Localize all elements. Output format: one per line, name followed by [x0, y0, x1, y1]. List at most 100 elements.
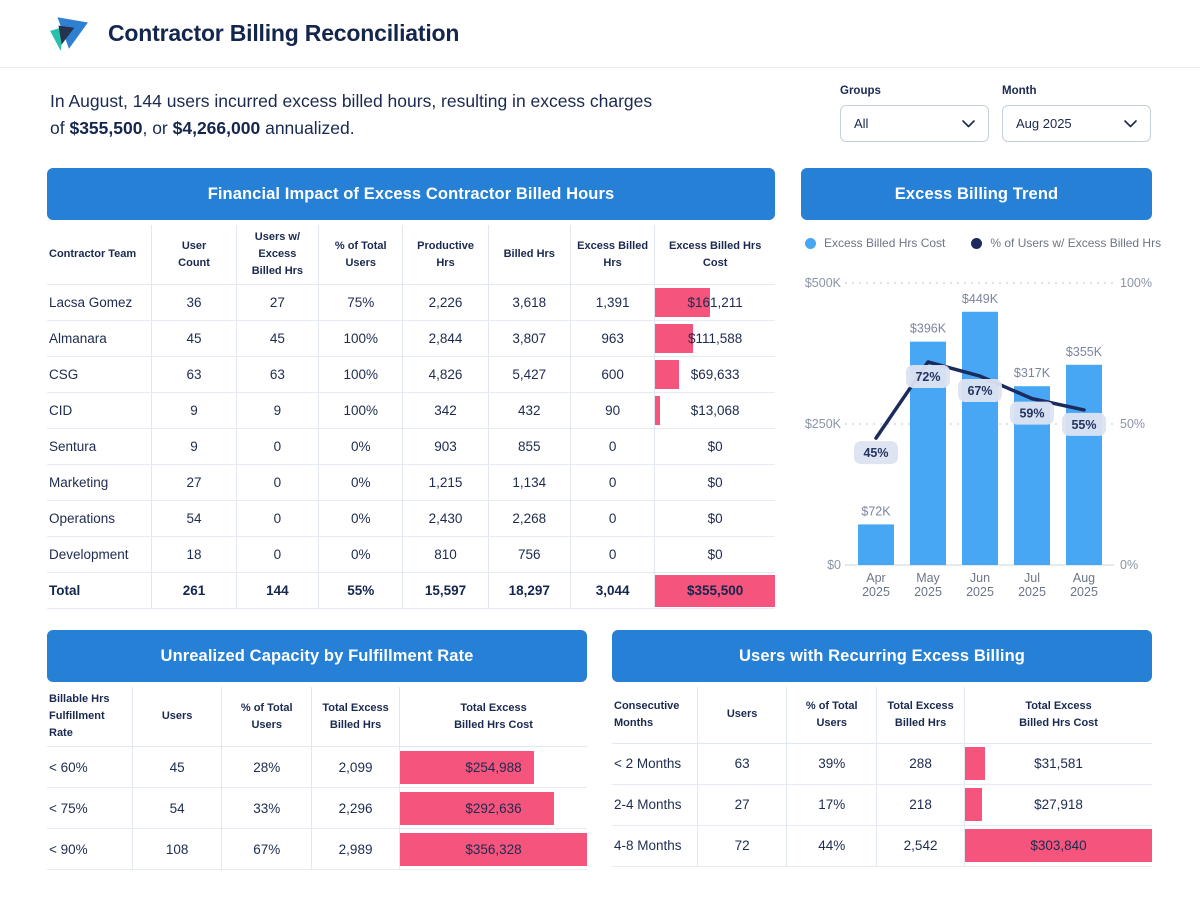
table-row: Operations 54 0 0% 2,430 2,268 0 $0	[47, 500, 775, 538]
table-cell: 0%	[318, 536, 404, 574]
table-cell: 100%	[318, 392, 404, 430]
table-cell: 2,226	[402, 284, 489, 322]
cost-cell: $31,581	[964, 743, 1152, 785]
billing-trend-chart: $500K $250K $0 100% 50% 0% $72K $396K $449K $317K…	[805, 276, 1152, 599]
table-row: < 90% 108 67% 2,989 $356,328	[47, 828, 587, 871]
table-cell: 55%	[318, 572, 404, 610]
table-cell: Total	[47, 572, 153, 610]
legend-item-percent[interactable]: % of Users w/ Excess Billed Hrs	[971, 236, 1161, 250]
table-cell: 4-8 Months	[612, 825, 698, 867]
column-header: Consecutive Months	[612, 687, 698, 744]
groups-label: Groups	[840, 85, 881, 97]
column-header: % of Total Users	[221, 687, 313, 748]
percent-series-dot-icon	[971, 237, 983, 249]
table-cell: 756	[488, 536, 571, 574]
trend-bar[interactable]	[962, 311, 998, 565]
groups-select[interactable]: All	[840, 105, 989, 142]
x-axis-label-year: 2025	[862, 585, 890, 599]
left-axis-tick: $0	[827, 558, 841, 572]
trend-bar[interactable]	[858, 524, 894, 565]
table-row: < 2 Months 63 39% 288 $31,581	[612, 743, 1152, 785]
page-title: Contractor Billing Reconciliation	[108, 20, 460, 46]
cost-value: $0	[707, 439, 723, 455]
table-cell: 0	[570, 500, 656, 538]
column-header: Total Excess Billed Hrs Cost	[964, 687, 1152, 744]
percent-pill: 67%	[958, 379, 1002, 403]
cost-data-bar	[655, 396, 660, 425]
cost-cell: $161,211	[654, 284, 775, 322]
cost-cell: $0	[654, 464, 775, 502]
table-row: Development 18 0 0% 810 756 0 $0	[47, 536, 775, 574]
percent-pill: 72%	[906, 364, 950, 388]
cost-data-bar	[400, 750, 534, 784]
recurring-billing-table: Consecutive Months Users% of Total Users T…	[612, 687, 1152, 867]
table-cell: 9	[151, 392, 237, 430]
cost-data-bar	[655, 360, 679, 389]
financial-impact-panel: Financial Impact of Excess Contractor Bi…	[47, 168, 775, 610]
cost-value: $161,211	[687, 295, 743, 311]
table-cell: Sentura	[47, 428, 153, 466]
annualized-amount: $4,266,000	[172, 118, 261, 139]
billing-trend-panel: Excess Billing Trend	[801, 168, 1152, 220]
table-cell: 67%	[221, 828, 313, 871]
table-cell: 2-4 Months	[612, 784, 698, 826]
financial-impact-table: Contractor Team User Count Users w/ Excess…	[47, 225, 775, 610]
table-cell: 45	[151, 320, 237, 358]
column-header: Billed Hrs	[488, 225, 571, 286]
table-cell: 2,430	[402, 500, 489, 538]
cost-value: $0	[707, 547, 723, 563]
table-cell: 75%	[318, 284, 404, 322]
column-header: Users	[697, 687, 788, 744]
bar-value-label: $355K	[1066, 345, 1103, 359]
column-header: Contractor Team	[47, 225, 153, 286]
chevron-down-icon	[1124, 119, 1137, 127]
table-cell: 9	[151, 428, 237, 466]
x-axis-label-month: Apr	[866, 571, 885, 585]
table-cell: 72	[697, 825, 788, 867]
table-row: CID 9 9 100% 342 432 90 $13,068	[47, 392, 775, 430]
table-cell: 0	[236, 428, 320, 466]
cost-value: $27,918	[1034, 797, 1083, 812]
table-cell: 90	[570, 392, 656, 430]
table-cell: 3,807	[488, 320, 571, 358]
table-cell: 27	[236, 284, 320, 322]
table-cell: CSG	[47, 356, 153, 394]
app-logo-icon	[50, 16, 88, 51]
x-axis-label-month: May	[916, 571, 940, 585]
table-cell: 9	[236, 392, 320, 430]
table-row: Sentura 9 0 0% 903 855 0 $0	[47, 428, 775, 466]
svg-text:45%: 45%	[863, 446, 888, 460]
bar-value-label: $396K	[910, 322, 947, 336]
table-cell: 0	[570, 428, 656, 466]
column-header: Users w/ Excess Billed Hrs	[236, 225, 320, 286]
column-header: Excess Billed Hrs	[570, 225, 656, 286]
month-label: Month	[1002, 85, 1037, 97]
chevron-down-icon	[962, 119, 975, 127]
table-cell: 2,989	[311, 828, 401, 871]
left-axis-tick: $500K	[805, 276, 842, 290]
month-select[interactable]: Aug 2025	[1002, 105, 1151, 142]
table-cell: 2,542	[876, 825, 966, 867]
legend-item-cost[interactable]: Excess Billed Hrs Cost	[805, 236, 945, 250]
table-cell: < 90%	[47, 828, 133, 871]
month-filter: Month Aug 2025	[1002, 85, 1151, 142]
month-selected-value: Aug 2025	[1016, 116, 1072, 131]
cost-value: $13,068	[690, 403, 740, 419]
table-cell: Almanara	[47, 320, 153, 358]
right-axis-tick: 50%	[1120, 417, 1145, 431]
trend-bar[interactable]	[1066, 364, 1102, 565]
table-cell: 17%	[786, 784, 878, 826]
financial-impact-title: Financial Impact of Excess Contractor Bi…	[47, 168, 775, 220]
groups-filter: Groups All	[840, 85, 989, 142]
bar-value-label: $449K	[962, 292, 999, 306]
table-cell: 0	[236, 500, 320, 538]
table-cell: 36	[151, 284, 237, 322]
table-row: < 60% 45 28% 2,099 $254,988	[47, 746, 587, 789]
column-header: Productive Hrs	[402, 225, 489, 286]
table-cell: 0	[236, 464, 320, 502]
table-cell: 0	[570, 536, 656, 574]
cost-data-bar	[965, 829, 1152, 862]
chart-legend: Excess Billed Hrs Cost % of Users w/ Exc…	[805, 236, 1161, 250]
svg-text:59%: 59%	[1019, 407, 1044, 421]
